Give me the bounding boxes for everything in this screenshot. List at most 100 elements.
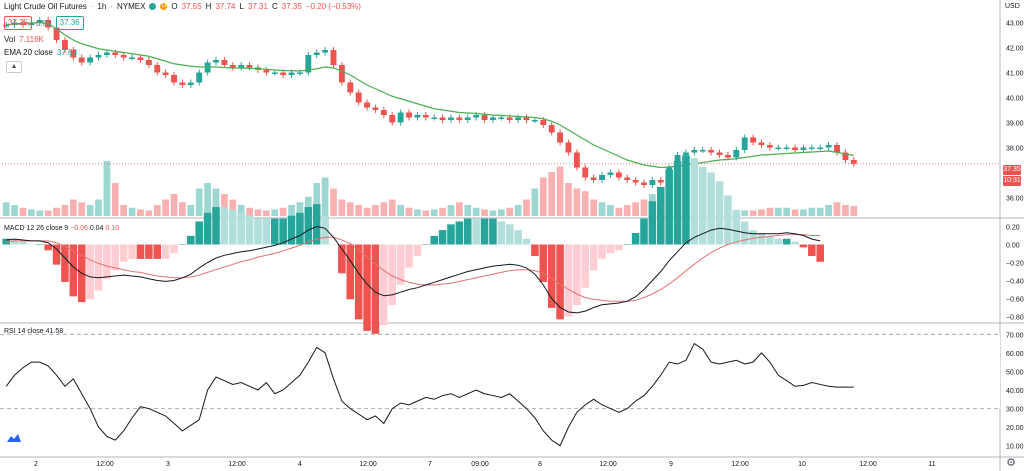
volume-bar <box>179 202 186 216</box>
candle-body <box>171 75 177 83</box>
candle-body <box>187 82 194 85</box>
macd-histogram-bar <box>187 235 195 245</box>
candle-body <box>431 117 438 119</box>
macd-histogram-bar <box>380 244 388 326</box>
candle-body <box>355 92 362 103</box>
macd-histogram-bar <box>766 235 774 245</box>
macd-histogram-bar <box>522 238 531 245</box>
settings-gear-icon[interactable]: ⚙ <box>1006 457 1016 469</box>
price-tick-label: 43.00 <box>1006 21 1024 28</box>
volume-bar <box>833 202 841 216</box>
candle-body <box>758 142 765 145</box>
volume-bar <box>506 207 514 216</box>
macd-histogram-bar <box>505 224 514 245</box>
buy-price-button[interactable]: 37.36 <box>55 16 84 30</box>
market-open-icon <box>149 3 157 10</box>
candle-body <box>641 182 647 185</box>
candle-body <box>800 147 807 150</box>
candle-body <box>632 180 639 183</box>
macd-histogram-bar <box>61 244 69 282</box>
macd-histogram-bar <box>27 244 36 245</box>
volume-bar <box>447 205 455 216</box>
macd-histogram-bar <box>447 224 455 245</box>
volume-bar <box>288 205 295 216</box>
delayed-data-icon[interactable]: D <box>160 3 168 10</box>
price-tick-label: 36.00 <box>1006 196 1024 203</box>
sell-price-button[interactable]: 37.25 <box>4 16 33 30</box>
candle-body <box>288 72 295 75</box>
candle-body <box>741 137 748 150</box>
macd-histogram-bar <box>371 244 380 334</box>
vol-label[interactable]: Vol <box>4 35 16 44</box>
candle-body <box>280 72 287 75</box>
time-tick-label: 09:00 <box>471 461 489 468</box>
candle-body <box>179 82 186 85</box>
bid-ask-row: 37.25 0.01 37.36 <box>4 16 84 30</box>
candle-body <box>825 145 832 148</box>
tradingview-logo-icon[interactable] <box>6 432 22 444</box>
interval[interactable]: 1h <box>97 2 107 11</box>
candle-body <box>624 177 631 180</box>
candle-body <box>557 132 564 143</box>
time-tick-label: 10 <box>798 461 806 468</box>
low-label: L <box>239 2 244 11</box>
time-tick-label: 12:00 <box>359 461 377 468</box>
volume-bar <box>640 199 648 216</box>
macd-histogram-bar <box>405 244 413 268</box>
macd-histogram-bar <box>52 244 61 265</box>
volume-legend: Vol 7.116K <box>4 35 44 44</box>
volume-bar <box>195 188 203 216</box>
collapse-legend-button[interactable]: ▲ <box>6 61 22 73</box>
candle-body <box>364 102 370 108</box>
time-tick-label: 3 <box>166 461 170 468</box>
macd-histogram-bar <box>472 218 480 245</box>
volume-bar <box>430 209 438 216</box>
volume-bar <box>36 210 44 216</box>
volume-bar <box>187 205 195 216</box>
volume-bar <box>414 209 421 216</box>
symbol-name[interactable]: Light Crude Oil Futures <box>4 2 87 11</box>
candle-body <box>53 27 60 40</box>
volume-bar <box>816 207 824 216</box>
macd-tick-label: −0.40 <box>1006 279 1024 286</box>
candle-body <box>615 172 622 178</box>
candle-body <box>590 177 597 180</box>
candle-body <box>137 57 144 60</box>
rsi-label[interactable]: RSI 14 close <box>4 328 44 335</box>
volume-bar <box>304 196 312 216</box>
volume-bar <box>279 207 287 216</box>
candle-body <box>145 60 152 65</box>
macd-histogram-bar <box>229 209 237 245</box>
candle-body <box>708 150 715 153</box>
price-tick-label: 40.00 <box>1006 96 1024 103</box>
volume-bar <box>19 207 27 216</box>
ema-line <box>6 21 854 169</box>
volume-bar <box>363 207 371 216</box>
candle-body <box>62 40 68 50</box>
macd-histogram-bar <box>673 160 682 245</box>
macd-histogram-bar <box>438 230 447 245</box>
macd-histogram-bar <box>648 201 657 245</box>
open-value: 37.55 <box>181 2 202 11</box>
macd-histogram-bar <box>312 204 321 245</box>
candle-body <box>406 112 412 118</box>
candles <box>2 17 1000 188</box>
high-value: 37.74 <box>215 2 236 11</box>
volume-bar <box>153 205 161 216</box>
candle-body <box>842 152 849 160</box>
volume-bar <box>86 205 94 216</box>
candle-body <box>103 52 110 55</box>
ema-label[interactable]: EMA 20 close <box>4 48 53 57</box>
macd-histogram-bar <box>640 218 648 245</box>
macd-legend: MACD 12 26 close 9 −0.06 0.04 0.10 <box>4 225 119 232</box>
candle-body <box>36 20 43 23</box>
candle-body <box>498 117 505 119</box>
macd-histogram-bar <box>573 244 581 305</box>
volume-bar <box>212 188 220 216</box>
macd-label[interactable]: MACD 12 26 close 9 <box>4 225 69 232</box>
macd-histogram-bar <box>497 221 506 245</box>
candle-body <box>490 117 496 120</box>
macd-histogram-bar <box>774 238 783 245</box>
volume-bar <box>338 199 346 216</box>
